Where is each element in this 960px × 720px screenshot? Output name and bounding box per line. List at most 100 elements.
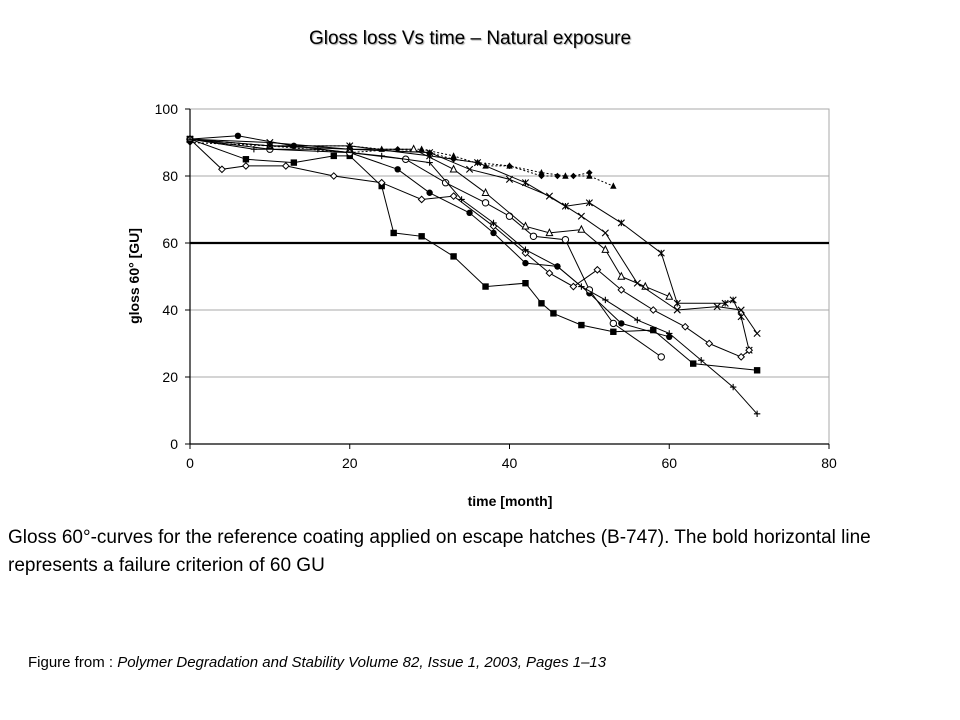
- data-point: [650, 326, 657, 334]
- series-1: [186, 135, 761, 374]
- data-point: [673, 299, 681, 307]
- data-point: [505, 212, 514, 220]
- y-tick-label: 60: [162, 235, 178, 251]
- data-point: [329, 172, 338, 180]
- data-point: [713, 303, 721, 311]
- data-point: [593, 265, 602, 274]
- data-point: [577, 212, 585, 220]
- data-point: [490, 229, 497, 237]
- data-point: [281, 162, 290, 170]
- data-point: [578, 283, 585, 290]
- data-point: [218, 165, 226, 174]
- data-point: [665, 291, 674, 300]
- data-point: [426, 159, 433, 166]
- data-point: [753, 410, 761, 418]
- data-point: [522, 246, 529, 253]
- y-tick-label: 0: [170, 436, 178, 452]
- data-point: [562, 172, 569, 179]
- data-point: [449, 192, 458, 201]
- data-point: [550, 310, 557, 317]
- series-line: [189, 138, 750, 358]
- data-point: [506, 162, 513, 170]
- data-point: [609, 319, 618, 328]
- data-point: [426, 148, 434, 157]
- data-point: [458, 196, 465, 203]
- source-label: Figure from :: [28, 654, 114, 671]
- data-point: [538, 172, 545, 180]
- data-point: [390, 229, 397, 237]
- data-point: [617, 219, 625, 227]
- data-point: [737, 352, 746, 361]
- figure-source: Figure from : Polymer Degradation and St…: [28, 654, 606, 671]
- data-point: [721, 299, 729, 307]
- grid-layer: [189, 108, 830, 445]
- data-point: [346, 142, 354, 150]
- x-tick-label: 60: [661, 455, 677, 471]
- data-point: [705, 339, 714, 348]
- data-point: [745, 346, 754, 355]
- data-point: [242, 156, 250, 163]
- data-point: [529, 232, 538, 241]
- figure-caption: Gloss 60°-curves for the reference coati…: [8, 527, 871, 576]
- data-point: [266, 142, 274, 150]
- x-tick-label: 0: [186, 455, 194, 471]
- plot-frame: [189, 108, 830, 445]
- series-layer: [185, 132, 761, 418]
- y-tick-label: 20: [162, 369, 178, 385]
- data-point: [737, 313, 745, 321]
- data-point: [569, 282, 578, 291]
- x-tick-label: 40: [502, 455, 518, 471]
- data-point: [578, 321, 585, 329]
- data-point: [633, 279, 641, 287]
- data-point: [585, 199, 593, 207]
- data-point: [378, 152, 385, 160]
- data-point: [418, 233, 425, 240]
- series-10: [186, 135, 761, 418]
- series-3: [186, 135, 617, 189]
- data-point: [753, 367, 761, 374]
- data-point: [465, 165, 474, 173]
- x-tick-label: 20: [342, 455, 358, 471]
- data-point: [417, 195, 426, 204]
- data-point: [666, 330, 673, 337]
- data-point: [657, 249, 665, 257]
- data-point: [538, 300, 545, 307]
- y-tick-label: 100: [155, 101, 179, 117]
- data-point: [394, 166, 401, 173]
- data-point: [554, 172, 561, 180]
- x-tick-label: 80: [821, 455, 837, 471]
- data-point: [545, 269, 554, 278]
- data-point: [657, 353, 665, 361]
- data-point: [698, 357, 705, 364]
- data-point: [377, 178, 386, 187]
- series-line: [189, 138, 750, 351]
- data-point: [690, 360, 697, 367]
- data-point: [330, 152, 337, 160]
- data-point: [250, 146, 258, 153]
- data-point: [753, 329, 761, 338]
- data-point: [242, 162, 250, 170]
- data-point: [538, 168, 545, 176]
- data-point: [441, 179, 450, 187]
- data-point: [618, 320, 625, 327]
- series-line: [189, 138, 614, 187]
- x-axis-label: time [month]: [468, 493, 553, 509]
- data-point: [634, 316, 641, 324]
- source-reference: Polymer Degradation and Stability Volume…: [117, 654, 607, 671]
- data-point: [586, 169, 593, 176]
- data-point: [314, 146, 321, 153]
- data-point: [617, 285, 626, 294]
- data-point: [522, 280, 529, 287]
- series-9: [186, 135, 754, 361]
- data-point: [617, 271, 626, 280]
- axis-layer: 0 20 40 60 80 100 0 20 40 60 80: [155, 101, 837, 471]
- data-point: [545, 228, 554, 237]
- data-point: [601, 229, 609, 237]
- series-line: [189, 138, 758, 371]
- data-point: [466, 209, 473, 217]
- data-point: [418, 145, 425, 152]
- data-point: [729, 296, 737, 304]
- series-line: [189, 138, 662, 358]
- data-point: [681, 322, 690, 331]
